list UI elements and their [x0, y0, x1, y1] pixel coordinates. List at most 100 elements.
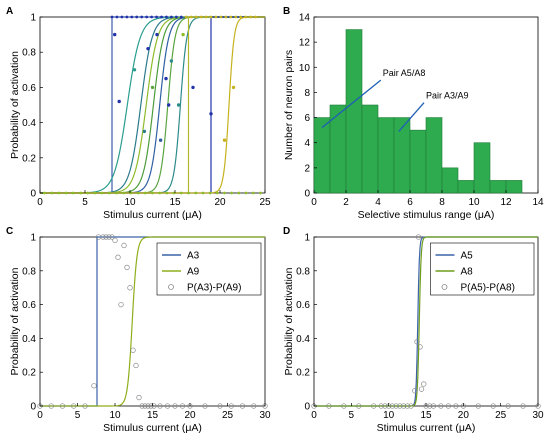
histogram-bar: [489, 180, 507, 194]
data-point: [115, 254, 121, 260]
legend-label: P(A5)-P(A8): [460, 283, 514, 294]
data-point: [371, 403, 377, 409]
data-point: [194, 191, 198, 195]
legend-marker: [168, 284, 174, 290]
y-tick-label: 0: [30, 402, 36, 413]
y-tick-label: 0.4: [22, 334, 36, 345]
data-point: [160, 15, 163, 19]
data-point: [103, 234, 109, 240]
x-tick-label: 10: [124, 197, 136, 208]
legend-label: A5: [460, 251, 473, 262]
axes-box: [39, 16, 266, 194]
y-tick-label: 0.2: [22, 368, 36, 379]
data-point: [244, 191, 248, 195]
y-tick-label: 1: [304, 233, 310, 244]
data-point: [132, 68, 137, 72]
y-tick-label: 0.2: [22, 153, 36, 164]
y-tick-label: 0.2: [296, 368, 310, 379]
data-point: [91, 383, 97, 389]
data-point: [172, 403, 178, 409]
y-axis-label: Probability of activation: [9, 51, 21, 159]
histogram-bar: [345, 29, 363, 194]
data-point: [145, 15, 149, 19]
x-tick-label: 0: [37, 410, 43, 421]
histogram-bar: [361, 104, 379, 194]
series-line: [40, 16, 265, 194]
data-point: [150, 15, 154, 19]
y-tick-label: 0: [304, 189, 310, 200]
data-point: [234, 15, 238, 19]
x-tick-label: 14: [532, 197, 544, 208]
y-tick-label: 0.6: [296, 300, 310, 311]
x-tick-label: 20: [184, 410, 196, 421]
data-point: [165, 15, 168, 19]
data-point: [120, 15, 124, 19]
x-tick-label: 20: [214, 197, 226, 208]
data-point: [167, 103, 171, 107]
data-point: [151, 403, 157, 409]
data-point: [382, 403, 388, 409]
data-point: [231, 85, 236, 90]
panel-a: A 0 5 10 15 20 25 0 0.2 0.4 0.6 0.8 1 Stimulus curren…: [6, 6, 271, 221]
series-line: [40, 16, 265, 194]
annotation-arrow: [398, 102, 425, 132]
histogram-bar: [425, 117, 443, 194]
data-point: [79, 191, 82, 195]
data-point: [356, 403, 362, 409]
data-point: [50, 191, 54, 195]
data-point: [155, 15, 158, 19]
data-point: [179, 403, 186, 409]
series-line: [40, 16, 265, 194]
data-point: [438, 403, 444, 409]
panel-letter: B: [283, 6, 290, 17]
legend-label: A3: [187, 251, 200, 262]
data-point: [43, 191, 46, 195]
data-point: [244, 15, 248, 19]
data-point: [201, 191, 205, 195]
y-tick-label: 0: [304, 402, 310, 413]
series-line: [40, 16, 265, 194]
legend-box: [156, 242, 262, 296]
data-point: [59, 403, 66, 409]
data-point: [223, 191, 226, 195]
data-point: [251, 191, 255, 195]
data-point: [237, 191, 241, 195]
data-point: [326, 403, 332, 409]
x-axis-label: Stimulus current (μA): [377, 422, 476, 434]
x-tick-label: 15: [147, 410, 159, 421]
y-tick-label: 0.8: [22, 266, 36, 277]
data-point: [115, 15, 119, 19]
data-point: [170, 15, 173, 19]
data-point: [427, 403, 433, 409]
data-point: [179, 191, 183, 195]
data-point: [179, 15, 183, 19]
y-tick-label: 0.6: [22, 300, 36, 311]
data-point: [121, 242, 127, 249]
data-point: [181, 32, 185, 37]
histogram-bar: [313, 117, 331, 194]
y-tick-label: 2: [304, 163, 310, 174]
data-point: [100, 191, 104, 195]
plot-area: Pair A5/A8 Pair A3/A9: [313, 29, 523, 194]
data-point: [112, 237, 118, 244]
data-point: [48, 403, 54, 409]
data-point: [165, 191, 169, 195]
y-tick-label: 6: [304, 113, 310, 124]
data-point: [191, 85, 195, 90]
y-tick-label: 0.4: [22, 118, 36, 129]
x-axis-label: Selective stimulus range (μA): [358, 209, 495, 221]
legend-marker: [441, 284, 448, 290]
data-point: [176, 103, 181, 107]
data-point: [239, 403, 246, 409]
histogram-bar: [457, 180, 475, 194]
data-point: [146, 46, 150, 51]
x-tick-label: 0: [37, 197, 43, 208]
legend-label: P(A3)-P(A9): [187, 283, 241, 294]
data-point: [417, 344, 423, 350]
series-line: [40, 16, 265, 194]
legend: A5 A8 P(A5)-P(A8): [430, 242, 535, 296]
histogram-bar: [441, 167, 459, 194]
data-point: [412, 388, 418, 394]
x-tick-label: 30: [532, 410, 544, 421]
